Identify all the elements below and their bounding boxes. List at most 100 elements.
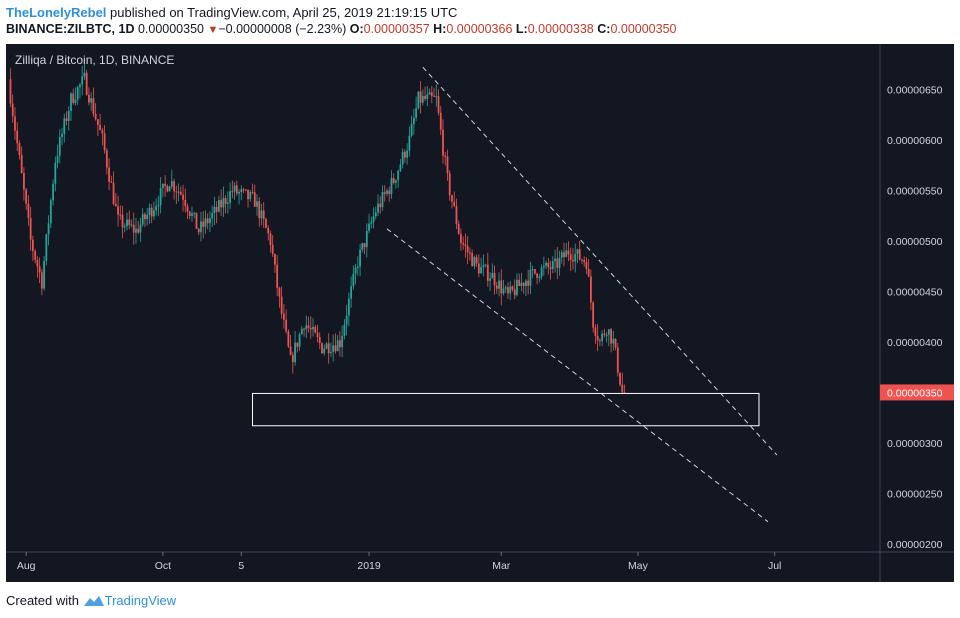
candle: [444, 152, 447, 166]
candle: [347, 292, 350, 327]
candle: [509, 281, 512, 300]
candle: [318, 332, 321, 350]
candle: [462, 236, 465, 250]
candle: [518, 273, 521, 287]
candle: [361, 242, 364, 253]
candle: [40, 269, 43, 296]
candle: [386, 188, 388, 197]
candle: [144, 212, 146, 228]
candle: [426, 86, 429, 107]
price-tick-label: 0.00000250: [887, 488, 943, 500]
candle: [251, 183, 254, 195]
candle: [533, 269, 536, 275]
candle: [309, 316, 312, 339]
candle: [605, 332, 608, 343]
candle: [153, 201, 155, 220]
price-axis[interactable]: 0.00000650 0.00000600 0.00000550 0.00000500…: [887, 84, 943, 550]
candle: [334, 333, 337, 354]
candle: [455, 198, 458, 229]
candle: [616, 342, 619, 377]
time-tick-label: Oct: [155, 560, 171, 572]
low-value: 0.00000338: [527, 22, 594, 36]
candle: [110, 175, 113, 184]
time-tick-label: 5: [238, 560, 244, 572]
candle: [204, 210, 207, 234]
candle: [341, 325, 344, 358]
candle: [551, 256, 554, 274]
channel-lower-line[interactable]: [386, 228, 769, 523]
last-price-tag-label: 0.00000350: [887, 387, 943, 399]
candle: [439, 105, 442, 136]
candle: [202, 211, 205, 239]
candle: [542, 256, 545, 276]
candle: [484, 263, 487, 268]
candle: [421, 89, 424, 106]
candle: [507, 282, 509, 299]
candle: [468, 247, 471, 261]
candle: [92, 87, 95, 117]
candle: [173, 178, 175, 200]
candle: [610, 328, 612, 353]
candle: [175, 185, 178, 205]
channel-upper-line[interactable]: [422, 66, 778, 456]
price-tick-label: 0.00000450: [887, 286, 943, 298]
candle: [67, 106, 70, 131]
candle: [217, 195, 220, 213]
candle: [585, 257, 588, 275]
candle: [85, 69, 88, 96]
support-zone-box[interactable]: [252, 392, 760, 427]
candle: [536, 272, 539, 285]
candle: [215, 201, 218, 224]
candle: [408, 126, 411, 157]
candle: [560, 250, 563, 264]
candle: [119, 205, 122, 220]
candle: [493, 265, 496, 295]
candle: [339, 331, 341, 357]
candle: [132, 212, 135, 245]
candle: [56, 144, 59, 169]
candle: [477, 254, 480, 278]
candle: [164, 174, 167, 197]
candle: [294, 331, 296, 366]
candle: [379, 196, 382, 214]
candle: [623, 384, 626, 394]
candle: [211, 205, 214, 228]
candle: [11, 94, 14, 123]
candle: [47, 215, 50, 246]
candle: [179, 186, 182, 196]
candle: [368, 213, 370, 234]
candle: [29, 206, 32, 251]
candle: [90, 92, 93, 111]
candle: [27, 195, 30, 226]
candle: [63, 113, 66, 143]
candle: [352, 265, 355, 290]
candle: [430, 86, 433, 104]
candle: [233, 182, 236, 200]
price-chart[interactable]: Zilliqa / Bitcoin, 1D, BINANCE 0.0000065…: [6, 44, 954, 582]
candle: [139, 217, 142, 242]
high-label: H:: [433, 22, 447, 36]
candle: [451, 194, 453, 209]
candle: [527, 269, 530, 295]
candle: [260, 203, 263, 226]
price-change: −0.00000008 (−2.23%): [218, 22, 347, 36]
candle: [300, 326, 303, 335]
candle: [135, 218, 137, 244]
candle: [466, 236, 469, 265]
candle: [359, 244, 361, 277]
candle: [191, 206, 193, 222]
candle: [52, 179, 54, 206]
candle: [193, 211, 196, 219]
price-tick-label: 0.00000500: [887, 236, 943, 248]
candle: [556, 246, 559, 280]
footer-brand-link[interactable]: TradingView: [104, 593, 177, 608]
candle: [316, 324, 319, 343]
candle: [157, 195, 160, 217]
candle: [262, 201, 265, 229]
candle: [491, 263, 494, 279]
author-link[interactable]: TheLonelyRebel: [6, 5, 107, 20]
candle: [388, 186, 391, 202]
time-axis[interactable]: Aug Oct 5 2019 Mar May Jul: [17, 552, 782, 572]
candle: [99, 113, 102, 131]
candle: [397, 169, 400, 188]
